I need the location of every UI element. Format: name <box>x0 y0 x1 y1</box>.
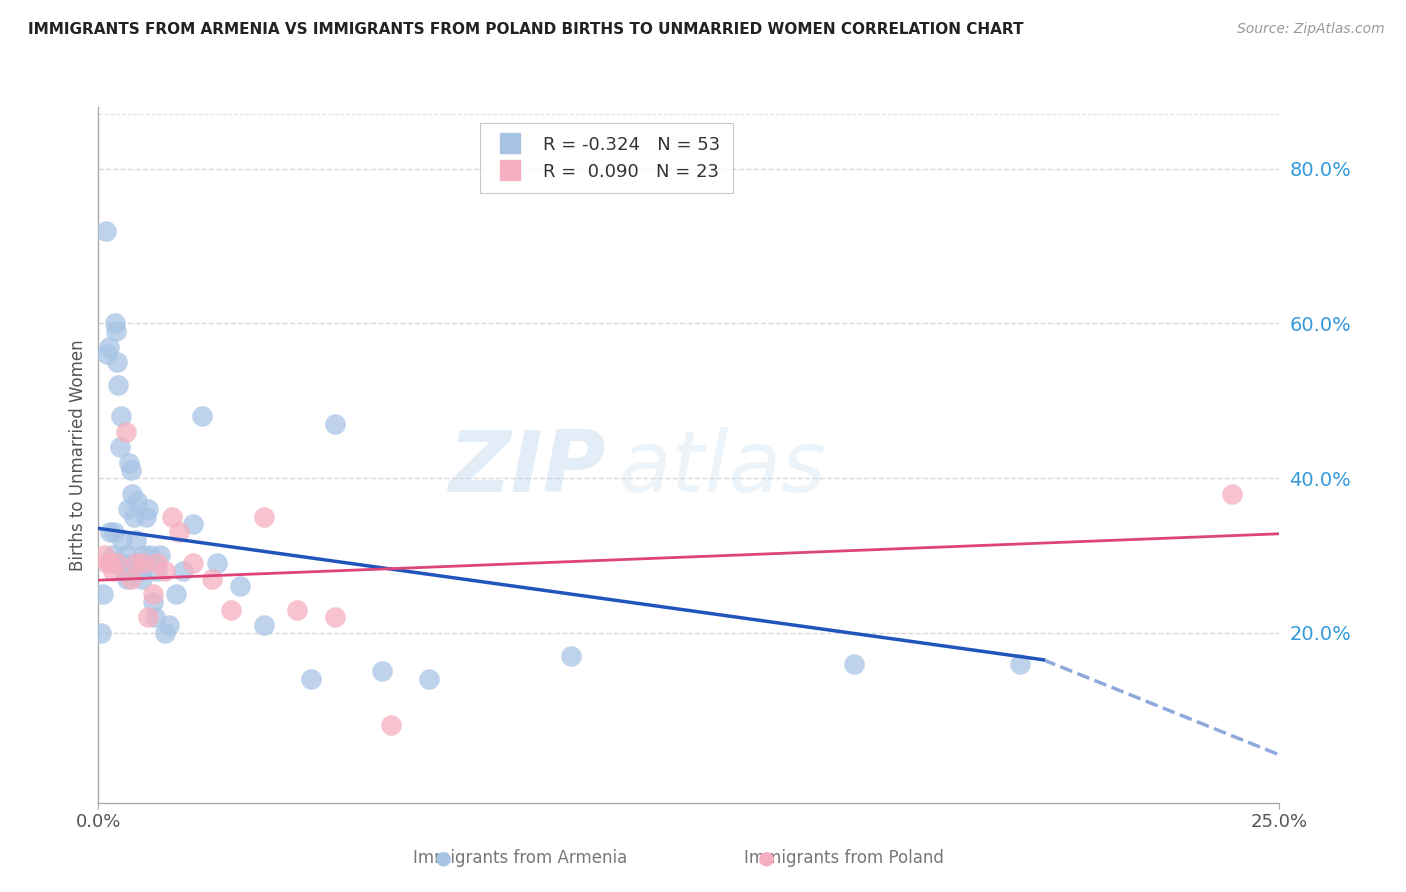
Point <box>253 618 276 632</box>
Point <box>97 340 120 354</box>
Point <box>93 549 115 563</box>
Legend: R = -0.324   N = 53, R =  0.090   N = 23: R = -0.324 N = 53, R = 0.090 N = 23 <box>479 123 733 194</box>
Text: Immigrants from Poland: Immigrants from Poland <box>744 849 943 867</box>
Point <box>181 517 204 532</box>
Point <box>129 564 152 578</box>
Point <box>104 317 127 331</box>
Point <box>110 409 132 424</box>
Point <box>844 657 866 671</box>
Point <box>167 525 190 540</box>
Point <box>285 602 308 616</box>
Text: ZIP: ZIP <box>449 427 606 510</box>
Text: ●: ● <box>434 848 451 868</box>
Point <box>143 610 166 624</box>
Point <box>191 409 214 424</box>
Point <box>323 417 346 431</box>
Point <box>146 556 169 570</box>
Point <box>160 509 183 524</box>
Point <box>121 463 143 477</box>
Y-axis label: Births to Unmarried Women: Births to Unmarried Women <box>69 339 87 571</box>
Point <box>132 556 155 570</box>
Point <box>103 525 125 540</box>
Text: Immigrants from Armenia: Immigrants from Armenia <box>413 849 627 867</box>
Point <box>115 572 138 586</box>
Point <box>136 502 159 516</box>
Point <box>121 572 143 586</box>
Point <box>128 556 150 570</box>
Point <box>139 549 162 563</box>
Point <box>105 324 128 338</box>
Point <box>98 556 121 570</box>
Point <box>560 648 582 663</box>
Point <box>91 587 114 601</box>
Point <box>94 224 117 238</box>
Point <box>165 587 187 601</box>
Text: IMMIGRANTS FROM ARMENIA VS IMMIGRANTS FROM POLAND BIRTHS TO UNMARRIED WOMEN CORR: IMMIGRANTS FROM ARMENIA VS IMMIGRANTS FR… <box>28 22 1024 37</box>
Point <box>111 556 134 570</box>
Point <box>253 509 276 524</box>
Point <box>90 625 112 640</box>
Point <box>229 579 252 593</box>
Text: atlas: atlas <box>619 427 827 510</box>
Point <box>132 549 155 563</box>
Point <box>418 672 440 686</box>
Point <box>127 494 149 508</box>
Point <box>101 549 124 563</box>
Text: Source: ZipAtlas.com: Source: ZipAtlas.com <box>1237 22 1385 37</box>
Point <box>157 618 180 632</box>
Point <box>112 564 135 578</box>
Point <box>131 572 153 586</box>
Point <box>135 509 157 524</box>
Point <box>105 355 128 369</box>
Point <box>153 564 176 578</box>
Point <box>219 602 242 616</box>
Point <box>105 556 128 570</box>
Point <box>118 456 141 470</box>
Point <box>146 564 169 578</box>
Point <box>299 672 322 686</box>
Point <box>142 595 165 609</box>
Point <box>96 347 118 361</box>
Point <box>111 533 134 547</box>
Point <box>121 486 143 500</box>
Point <box>98 525 121 540</box>
Point <box>1008 657 1031 671</box>
Point <box>101 564 124 578</box>
Point <box>114 425 136 439</box>
Point <box>108 440 131 454</box>
Point <box>201 572 224 586</box>
Point <box>205 556 228 570</box>
Point <box>380 718 402 732</box>
Point <box>172 564 194 578</box>
Point <box>153 625 176 640</box>
Point <box>136 610 159 624</box>
Point <box>96 556 118 570</box>
Point <box>122 509 145 524</box>
Point <box>117 502 139 516</box>
Point <box>107 378 129 392</box>
Point <box>149 549 172 563</box>
Point <box>142 587 165 601</box>
Point <box>125 533 148 547</box>
Point <box>181 556 204 570</box>
Point <box>371 665 394 679</box>
Point <box>125 556 148 570</box>
Point <box>1220 486 1243 500</box>
Text: ●: ● <box>758 848 775 868</box>
Point <box>114 549 136 563</box>
Point <box>323 610 346 624</box>
